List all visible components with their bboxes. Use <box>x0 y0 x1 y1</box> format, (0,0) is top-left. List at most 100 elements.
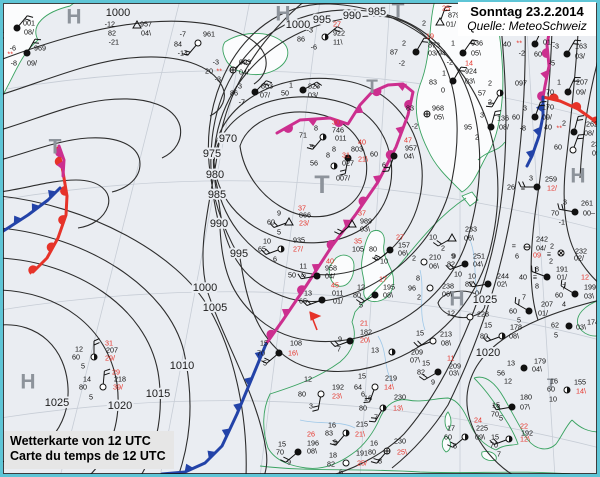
station-value: 178 <box>510 323 522 332</box>
wind-barb <box>491 95 499 108</box>
station-value: 2 <box>441 244 445 253</box>
station-value: 08\ <box>307 447 317 456</box>
station-value: -2 <box>412 122 418 131</box>
station-symbol <box>251 88 259 96</box>
station-value: 5 <box>517 316 521 325</box>
station-symbol <box>275 349 283 357</box>
wind-barb-feather <box>334 231 340 235</box>
isobar <box>0 20 267 85</box>
grid-line <box>59 0 181 477</box>
wind-barb <box>449 264 463 270</box>
station-value: 80 <box>353 291 361 300</box>
wind-barb-feather <box>518 298 520 306</box>
occluded-front-triangle <box>311 263 321 273</box>
station-value: 02/ <box>574 254 584 263</box>
station-value: 13 <box>507 359 515 368</box>
station-value: 163 <box>575 42 587 51</box>
station-value: 15 <box>491 433 499 442</box>
coastline <box>263 197 497 469</box>
wind-barb <box>472 284 486 288</box>
station-value: 001 <box>23 19 35 28</box>
station-value: 83 <box>325 429 333 438</box>
station-value: 07/ <box>260 91 270 100</box>
station-symbol <box>565 322 573 330</box>
station-value: 01/ <box>557 273 567 282</box>
station-value: 96 <box>408 284 416 293</box>
station-value: 01/ <box>538 309 548 318</box>
wind-barb-feather <box>312 409 319 412</box>
wind-barb-feather <box>265 248 271 254</box>
warm-front-semicircle <box>28 265 38 275</box>
station-value: 1 <box>442 69 446 78</box>
station-value: 261 <box>581 199 593 208</box>
station-value: 157 <box>398 241 410 250</box>
station-value: 105 <box>352 245 364 254</box>
wind-barb-feather <box>489 439 495 445</box>
station-value: ∞ <box>301 271 306 280</box>
station-value: 5 <box>277 228 281 237</box>
wind-barb-feather <box>263 83 270 87</box>
station-plot: 3 136 95 08/2 <box>464 110 509 142</box>
station-symbol <box>571 208 579 216</box>
station-value: 18 <box>329 451 337 460</box>
station-plot: 15 108 70 16\ 5 <box>257 339 302 368</box>
station-value: 873 <box>428 41 440 50</box>
station-value: 08\ <box>509 332 519 341</box>
station-value: 03/ <box>308 91 318 100</box>
isobar <box>212 77 423 276</box>
wind-barb-feather <box>316 81 323 86</box>
station-value: 1 <box>289 81 293 90</box>
wind-barb-feather <box>447 444 453 448</box>
station-value: -3 <box>553 42 559 51</box>
wind-barb-feather <box>495 110 502 113</box>
station-value: 3 <box>480 111 484 120</box>
station-value: 08/ <box>24 28 34 37</box>
station-value: -12 <box>105 20 115 29</box>
station-value: 6 <box>374 254 378 263</box>
station-value: 40 <box>544 123 552 132</box>
station-value: 3 <box>563 198 567 207</box>
wind-barb <box>560 285 573 293</box>
station-value: 5 <box>81 362 85 371</box>
wind-barb <box>464 39 473 51</box>
wind-barb <box>360 296 373 304</box>
low-pressure-center: T <box>49 136 62 159</box>
station-value: 60 <box>267 218 275 227</box>
station-value: 09/ <box>27 59 37 68</box>
station-value: 209 <box>411 348 423 357</box>
station-value: 2 <box>412 254 416 263</box>
wind-barb-feather <box>184 50 191 53</box>
wind-barb-feather <box>487 102 495 104</box>
wind-barb-feather <box>572 43 580 45</box>
station-value: 80 <box>298 390 306 399</box>
wind-barb <box>306 300 320 306</box>
warm-front-semicircle <box>571 102 582 111</box>
station-value: 83 <box>429 78 437 87</box>
wind-barb-feather <box>309 144 316 147</box>
station-value: 16 <box>328 421 336 430</box>
low-pressure-center: T <box>366 77 378 98</box>
wind-barb-feather <box>375 254 382 259</box>
station-value: 60 <box>512 113 520 122</box>
occluded-front-semicircle <box>297 285 306 295</box>
station-value: 958 <box>325 264 337 273</box>
station-value: 03/ <box>428 49 438 58</box>
station-value: 04\ <box>473 260 483 269</box>
station-symbol <box>520 364 528 372</box>
station-value: 80 <box>368 448 376 457</box>
station-plot: 10 935 65 27/6 <box>258 236 305 264</box>
station-symbol <box>571 290 579 298</box>
isobar <box>0 98 182 159</box>
station-value: 06\ <box>429 262 439 271</box>
wind-barb-feather <box>333 28 340 33</box>
wind-barb <box>256 80 267 91</box>
wind-barb-feather <box>445 264 451 270</box>
